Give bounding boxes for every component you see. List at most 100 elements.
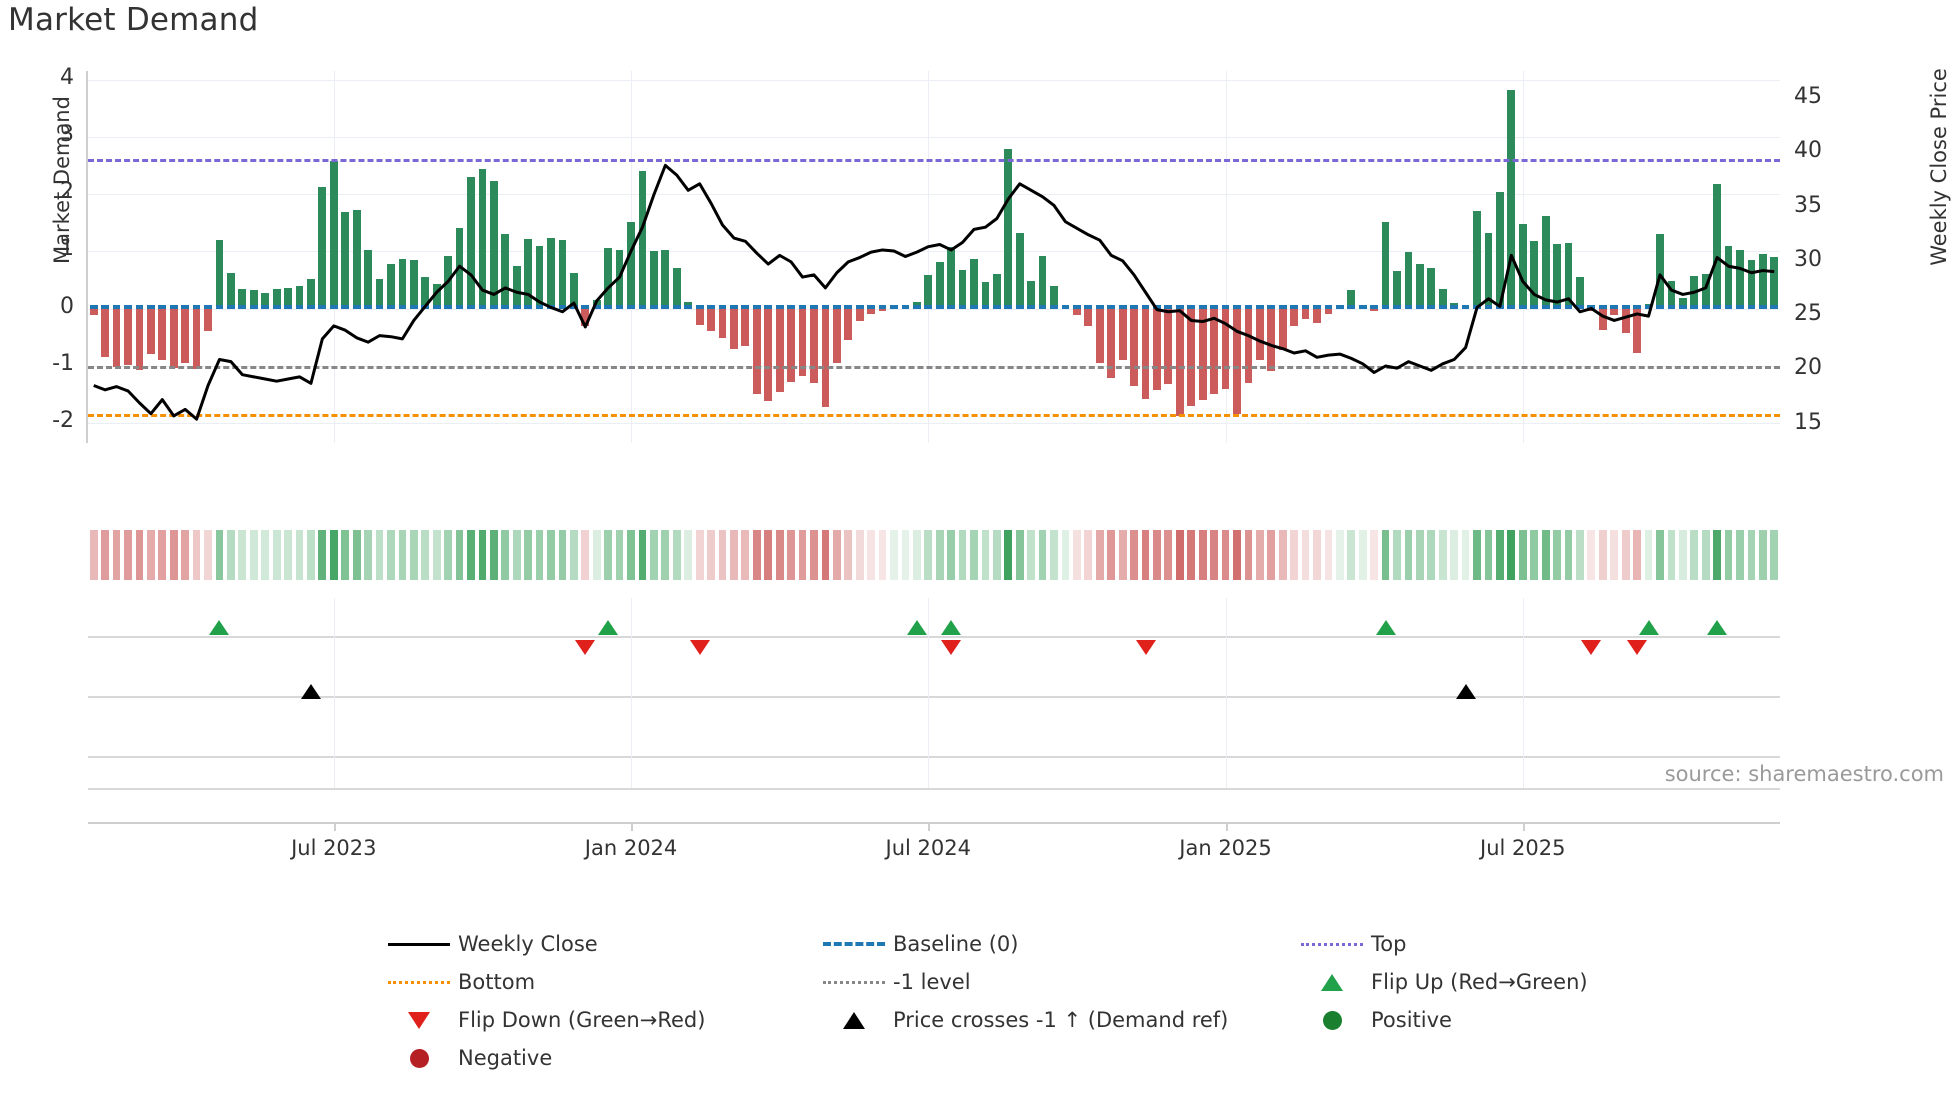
demand-bar <box>1107 308 1116 379</box>
flip-down-marker[interactable] <box>1581 640 1602 655</box>
demand-bar <box>730 308 738 349</box>
heat-cell <box>181 530 190 580</box>
demand-bar <box>1404 252 1413 309</box>
baseline-cap <box>1427 304 1436 309</box>
demand-bar <box>787 308 795 382</box>
flip-down-marker[interactable] <box>1627 640 1648 655</box>
baseline-cap <box>1313 304 1321 309</box>
baseline-cap <box>1244 304 1253 309</box>
flip-up-marker[interactable] <box>1375 620 1396 635</box>
flip-up-marker[interactable] <box>598 620 619 635</box>
heat-cell <box>501 530 510 580</box>
legend-item-price-crosses[interactable]: Price crosses -1 ↑ (Demand ref) <box>815 1001 1293 1039</box>
flip-up-marker[interactable] <box>1707 620 1728 635</box>
demand-bar <box>352 210 361 309</box>
demand-bar <box>158 308 167 361</box>
demand-bar <box>124 308 132 365</box>
baseline-cap <box>215 304 224 309</box>
heat-cell <box>1210 530 1218 580</box>
baseline-cap <box>478 304 487 309</box>
demand-bar <box>284 287 292 309</box>
baseline-cap <box>718 304 727 309</box>
demand-bar <box>1496 191 1504 309</box>
heat-cell <box>924 530 933 580</box>
legend-item-minus-one-level[interactable]: -1 level <box>815 963 1293 1001</box>
heat-cell <box>1004 530 1013 580</box>
dotted-line-icon <box>1293 942 1371 946</box>
demand-bar <box>981 282 990 309</box>
heat-cell <box>455 530 464 580</box>
baseline-cap <box>1278 304 1287 309</box>
heat-cell <box>89 530 98 580</box>
vertical-gridline <box>333 598 335 788</box>
baseline-cap <box>1198 304 1207 309</box>
flip-up-marker[interactable] <box>906 620 927 635</box>
baseline-cap <box>752 304 761 309</box>
baseline-cap <box>581 304 590 309</box>
baseline-cap <box>1678 304 1687 309</box>
legend-item-positive[interactable]: Positive <box>1293 1001 1693 1039</box>
baseline-cap <box>227 304 235 309</box>
price-cross-up-marker[interactable] <box>1455 684 1476 699</box>
legend-item-bottom[interactable]: Bottom <box>380 963 815 1001</box>
heat-cell <box>1324 530 1333 580</box>
heat-cell <box>158 530 167 580</box>
legend-item-flip-up[interactable]: Flip Up (Red→Green) <box>1293 963 1693 1001</box>
demand-bar <box>1736 250 1744 309</box>
flip-down-marker[interactable] <box>941 640 962 655</box>
heat-cell <box>249 530 258 580</box>
flip-up-marker[interactable] <box>1638 620 1659 635</box>
legend-item-negative[interactable]: Negative <box>380 1039 815 1077</box>
heat-cell <box>1450 530 1459 580</box>
demand-bar <box>478 168 487 309</box>
flip-down-marker[interactable] <box>689 640 710 655</box>
flip-up-marker[interactable] <box>209 620 230 635</box>
heat-cell <box>970 530 978 580</box>
legend-row: Weekly Close Baseline (0) Top <box>380 925 1800 963</box>
circle-icon <box>380 1048 458 1068</box>
flip-down-marker[interactable] <box>575 640 596 655</box>
gridline <box>88 79 1780 81</box>
heat-cell <box>1073 530 1081 580</box>
main-plot-area <box>86 71 1780 443</box>
baseline-cap <box>1084 304 1093 309</box>
legend-item-baseline[interactable]: Baseline (0) <box>815 925 1293 963</box>
demand-bar <box>1518 223 1527 309</box>
heat-cell <box>1358 530 1367 580</box>
flip-up-marker[interactable] <box>941 620 962 635</box>
price-cross-up-marker[interactable] <box>300 684 321 699</box>
heat-cell <box>1175 530 1184 580</box>
demand-bar <box>1393 271 1401 309</box>
heat-cell <box>1553 530 1561 580</box>
legend-item-flip-down[interactable]: Flip Down (Green→Red) <box>380 1001 815 1039</box>
baseline-cap <box>604 304 613 309</box>
demand-bar <box>307 278 315 309</box>
demand-bar <box>569 273 578 309</box>
heat-cell <box>1084 530 1093 580</box>
baseline-cap <box>1381 304 1390 309</box>
demand-bar <box>1324 308 1333 315</box>
baseline-cap <box>935 304 944 309</box>
demand-bar <box>227 273 235 309</box>
demand-bar <box>1267 308 1276 372</box>
demand-bar <box>1530 240 1539 309</box>
demand-bar <box>501 234 510 309</box>
legend-item-weekly-close[interactable]: Weekly Close <box>380 925 815 963</box>
flip-down-marker[interactable] <box>1135 640 1156 655</box>
legend-label: Baseline (0) <box>893 932 1019 956</box>
y-axis-spine <box>86 71 88 443</box>
heat-cell <box>810 530 818 580</box>
heat-cell <box>878 530 887 580</box>
demand-bar <box>1004 149 1013 309</box>
baseline-cap <box>249 304 258 309</box>
y-tick-left: 1 <box>60 236 74 262</box>
heat-cell <box>1015 530 1024 580</box>
baseline-cap <box>1713 304 1721 309</box>
legend-item-top[interactable]: Top <box>1293 925 1693 963</box>
baseline-cap <box>1404 304 1413 309</box>
page-title: Market Demand <box>8 2 259 38</box>
heat-cell <box>798 530 807 580</box>
y-tick-left: -1 <box>52 350 74 376</box>
y-tick-left: 2 <box>60 179 74 205</box>
demand-bar <box>581 308 590 326</box>
